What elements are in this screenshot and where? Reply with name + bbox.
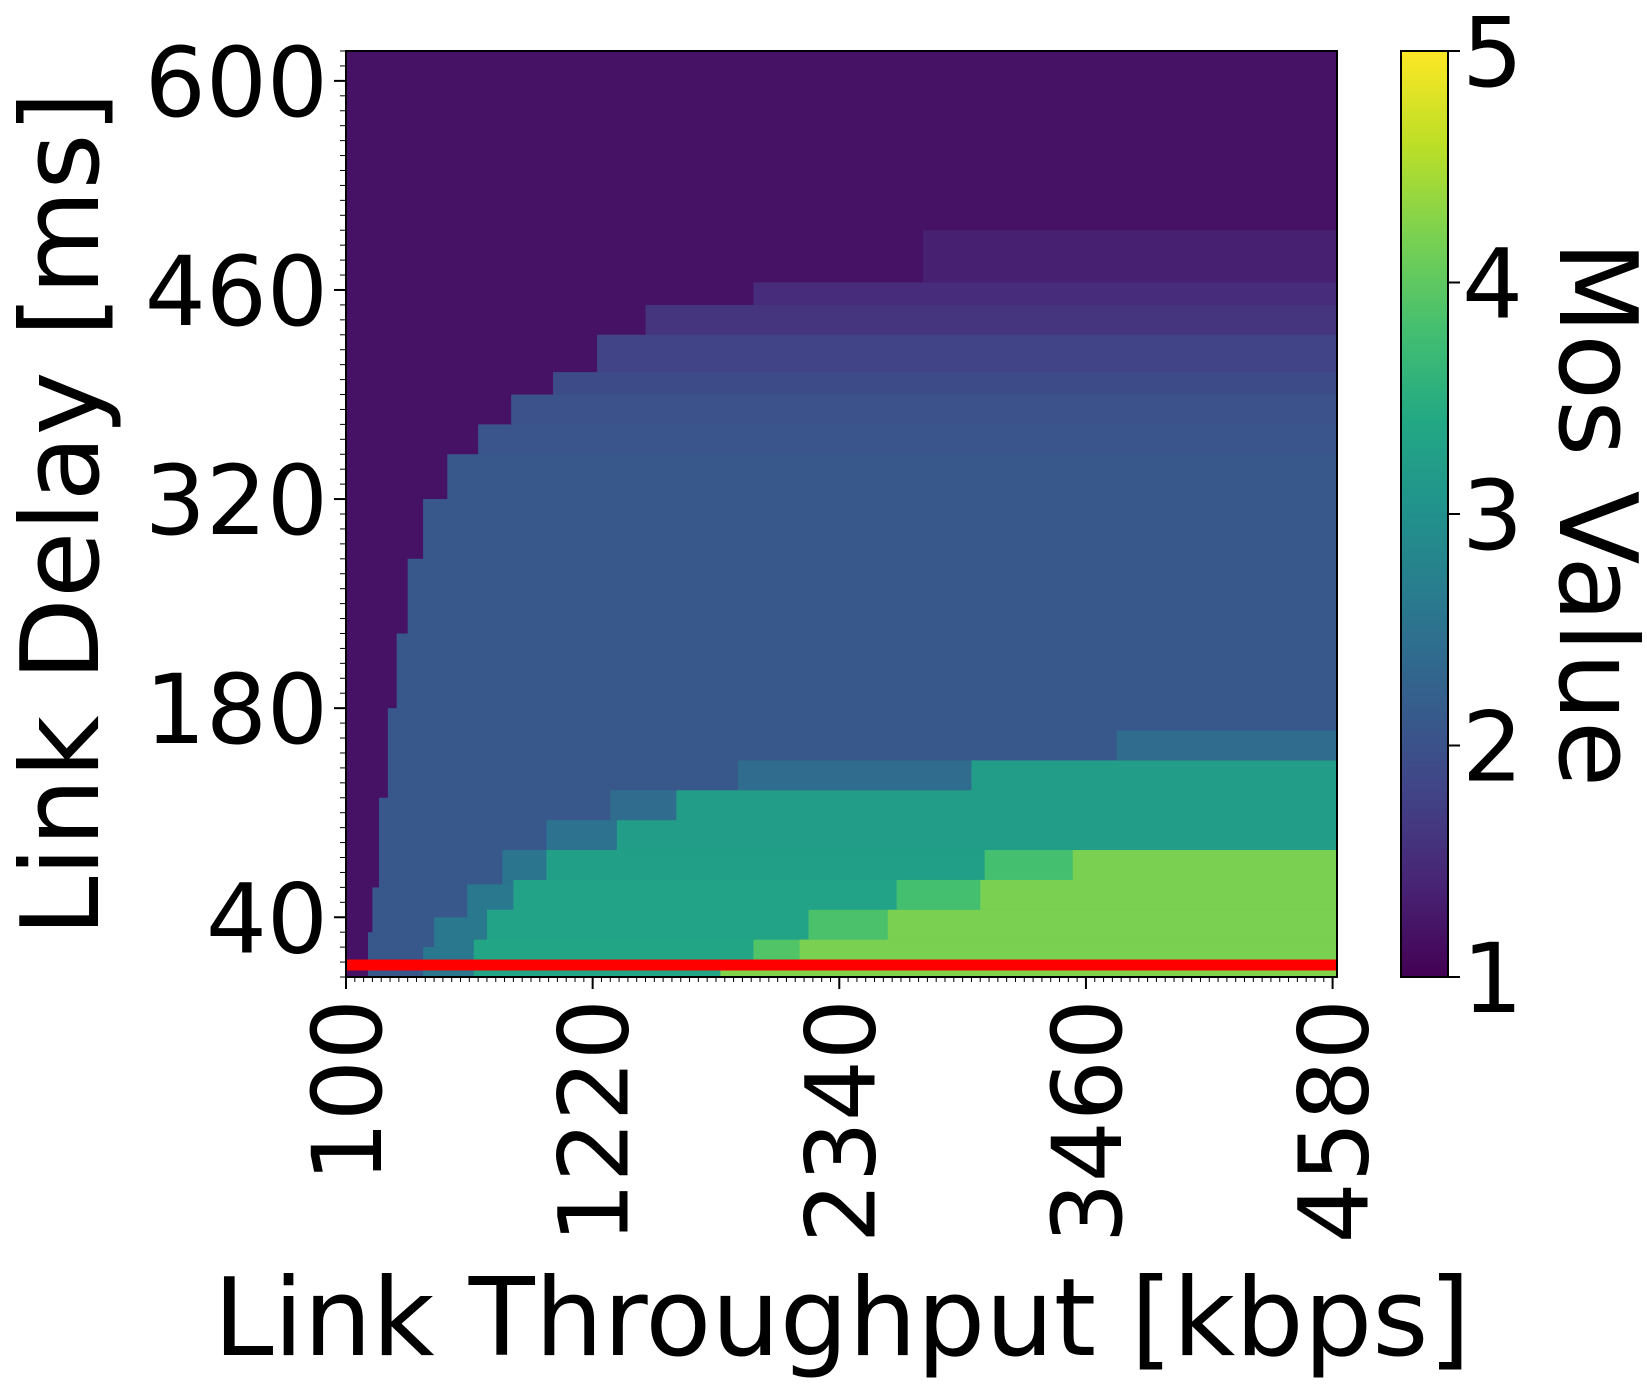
heatmap-cell [980,879,1337,910]
y-tick-label: 320 [145,445,328,557]
heatmap-cell [1072,850,1337,880]
x-tick-label: 4580 [1279,999,1391,1243]
colorbar-tick-label: 4 [1462,229,1523,341]
heatmap-cell [887,909,1337,940]
y-tick-label: 460 [145,236,328,348]
x-axis-label: Link Throughput [kbps] [213,1256,1470,1381]
y-axis-label: Link Delay [ms] [0,91,124,936]
colorbar-tick-label: 2 [1462,692,1523,804]
colorbar-label: Mos Value [1534,241,1647,787]
colorbar-tick-label: 1 [1462,923,1523,1035]
colorbar [1400,50,1449,978]
colorbar-tick-label: 3 [1462,460,1523,572]
y-tick-label: 180 [145,654,328,766]
heatmap-cell [1116,730,1337,761]
x-tick-label: 3460 [1032,999,1144,1243]
x-axis: 100 1220 2340 3460 4580 [292,977,1391,1243]
x-tick-label: 100 [292,999,404,1182]
colorbar-tick-label: 5 [1462,0,1523,109]
y-tick-label: 600 [145,27,328,139]
y-tick-label: 40 [206,863,328,975]
colorbar-axis: 1 2 3 4 5 [1448,0,1523,1035]
x-tick-label: 2340 [785,999,897,1243]
plot-area [346,51,1337,977]
y-axis: 40 180 320 460 600 [145,27,346,978]
x-tick-label: 1220 [539,999,651,1243]
heatmap-cell [720,965,1337,977]
